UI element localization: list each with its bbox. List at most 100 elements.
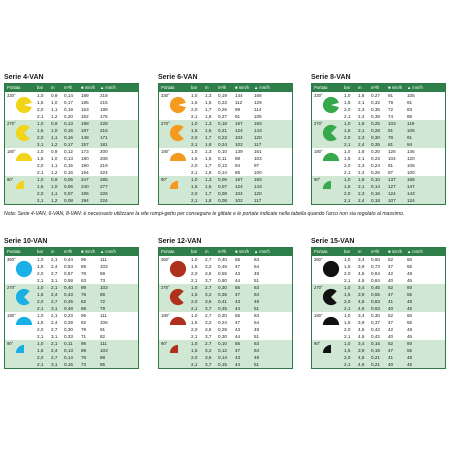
- flow-value: 0,42: [371, 327, 380, 332]
- rows: 1,0 2,1 0,40 89 103 1,5 2,4 0,43 76 88 2,0 2,7 0,45 6…: [37, 284, 138, 312]
- bar-value: 2,0: [344, 271, 351, 276]
- triangle-rate-value: 193: [254, 177, 262, 182]
- table-row: 2,0 2,7 0,14 76 88: [37, 354, 138, 361]
- table-panel: Serie 12-VAN Portata bar m m³/h ■ mm/h ▲ mm/h 3…: [158, 237, 293, 369]
- triangle-rate-value: 48: [407, 355, 413, 360]
- triangle-rate-value: 228: [100, 121, 108, 126]
- triangle-rate-value: 51: [254, 306, 260, 311]
- flow-value: 0,42: [371, 334, 380, 339]
- header-square-mmh: ■ mm/h: [235, 249, 250, 254]
- radius-value: 1,7: [205, 135, 212, 140]
- flow-value: 0,14: [218, 170, 227, 175]
- radius-value: 4,6: [358, 306, 365, 311]
- square-rate-value: 104: [388, 156, 396, 161]
- arc-group: 330° 1,0 1,8 0,27 91 105 1,5 2,1 0,32 79 91 2,0 2,3 0…: [312, 92, 445, 120]
- table-row: 1,5 2,4 0,13 89 103: [37, 347, 138, 354]
- radius-value: 1,8: [358, 149, 365, 154]
- radius-value: 1,3: [205, 93, 212, 98]
- radius-value: 3,7: [205, 306, 212, 311]
- table-row: 2,0 2,7 0,30 79 91: [37, 326, 138, 333]
- flow-value: 0,23: [218, 135, 227, 140]
- flow-value: 0,14: [218, 355, 227, 360]
- square-rate-value: 96: [81, 313, 87, 318]
- triangle-rate-value: 105: [254, 114, 262, 119]
- bar-value: 2,1: [191, 334, 198, 339]
- radius-value: 2,7: [205, 285, 212, 290]
- square-rate-value: 73: [81, 362, 87, 367]
- header-portata: Portata: [7, 85, 21, 90]
- square-rate-value: 89: [81, 348, 87, 353]
- table-row: 2,1 2,4 0,26 87 100: [344, 169, 445, 176]
- flow-value: 0,08: [218, 198, 227, 203]
- square-rate-value: 71: [81, 334, 87, 339]
- table-header: Portata bar m m³/h ■ mm/h ▲ mm/h: [159, 248, 292, 256]
- square-rate-value: 247: [81, 177, 89, 182]
- flow-value: 0,57: [64, 271, 73, 276]
- triangle-rate-value: 91: [100, 327, 106, 332]
- radius-value: 3,6: [205, 299, 212, 304]
- square-rate-value: 103: [388, 121, 396, 126]
- bar-value: 2,0: [191, 191, 198, 196]
- table-row: 2,1 3,7 0,45 44 51: [191, 305, 292, 312]
- arc-cell: 180°: [5, 148, 37, 176]
- bar-value: 1,5: [191, 292, 198, 297]
- square-rate-value: 99: [235, 107, 241, 112]
- flow-value: 0,12: [64, 149, 73, 154]
- table-row: 2,0 4,5 0,21 41 48: [344, 354, 445, 361]
- bar-value: 1,5: [344, 348, 351, 353]
- table-row: 1,0 1,3 0,18 167 193: [191, 120, 292, 127]
- triangle-rate-value: 51: [254, 334, 260, 339]
- square-rate-value: 43: [235, 271, 241, 276]
- header-m: m: [205, 85, 209, 90]
- flow-value: 0,73: [371, 264, 380, 269]
- bar-value: 2,0: [344, 355, 351, 360]
- square-rate-value: 79: [388, 135, 394, 140]
- square-rate-value: 40: [388, 362, 394, 367]
- table-row: 1,5 1,0 0,17 185 215: [37, 99, 138, 106]
- radius-value: 1,7: [205, 107, 212, 112]
- bar-value: 2,0: [191, 327, 198, 332]
- bar-value: 2,1: [37, 306, 44, 311]
- square-rate-value: 86: [235, 170, 241, 175]
- table-panel: Serie 15-VAN Portata bar m m³/h ■ mm/h ▲ mm/h 3…: [311, 237, 446, 369]
- square-rate-value: 187: [81, 128, 89, 133]
- spec-table: Portata bar m m³/h ■ mm/h ▲ mm/h 330° 1,0 1,3 0,1…: [158, 83, 293, 205]
- table-row: 1,0 1,3 0,19 144 166: [191, 92, 292, 99]
- triangle-rate-value: 161: [254, 149, 262, 154]
- flow-value: 0,33: [64, 334, 73, 339]
- radius-value: 2,3: [358, 191, 365, 196]
- radius-value: 3,7: [205, 362, 212, 367]
- square-rate-value: 47: [235, 348, 241, 353]
- bar-value: 1,0: [37, 341, 44, 346]
- bar-value: 1,0: [191, 93, 198, 98]
- square-rate-value: 92: [81, 320, 87, 325]
- triangle-rate-value: 189: [100, 107, 108, 112]
- triangle-rate-value: 49: [254, 299, 260, 304]
- radius-value: 3,4: [358, 341, 365, 346]
- triangle-rate-value: 85: [100, 362, 106, 367]
- triangle-rate-value: 60: [407, 285, 413, 290]
- arc-cell: 90°: [159, 340, 191, 368]
- bar-value: 1,0: [191, 257, 198, 262]
- radius-value: 1,5: [205, 184, 212, 189]
- arc-group: 180° 1,0 2,1 0,23 96 111 1,5 2,4 0,28 92 106 2,0 2,7…: [5, 312, 138, 340]
- triangle-rate-value: 114: [254, 107, 262, 112]
- arc-cell: 270°: [5, 120, 37, 148]
- spec-table: Portata bar m m³/h ■ mm/h ▲ mm/h 360° 1,0 3,4 0,6…: [311, 247, 446, 369]
- flow-value: 0,45: [64, 299, 73, 304]
- radius-value: 1,5: [205, 156, 212, 161]
- table-row: 2,0 1,1 0,16 148 171: [37, 134, 138, 141]
- radius-value: 2,1: [51, 285, 58, 290]
- flow-value: 0,17: [64, 142, 73, 147]
- table-row: 1,0 3,4 0,45 52 60: [344, 284, 445, 291]
- square-rate-value: 47: [388, 348, 394, 353]
- square-rate-value: 52: [388, 341, 394, 346]
- 330-degree-arc-icon: [169, 96, 186, 114]
- radius-value: 1,3: [205, 177, 212, 182]
- table-row: 2,0 1,1 0,07 196 226: [37, 190, 138, 197]
- flow-value: 0,14: [64, 93, 73, 98]
- flow-value: 0,14: [64, 355, 73, 360]
- flow-value: 0,06: [218, 177, 227, 182]
- header-triangle-mmh: ▲ mm/h: [407, 85, 423, 90]
- rows: 1,0 2,7 0,20 55 63 1,5 3,2 0,24 47 54 2,0 3,6 0,28 43…: [191, 312, 292, 340]
